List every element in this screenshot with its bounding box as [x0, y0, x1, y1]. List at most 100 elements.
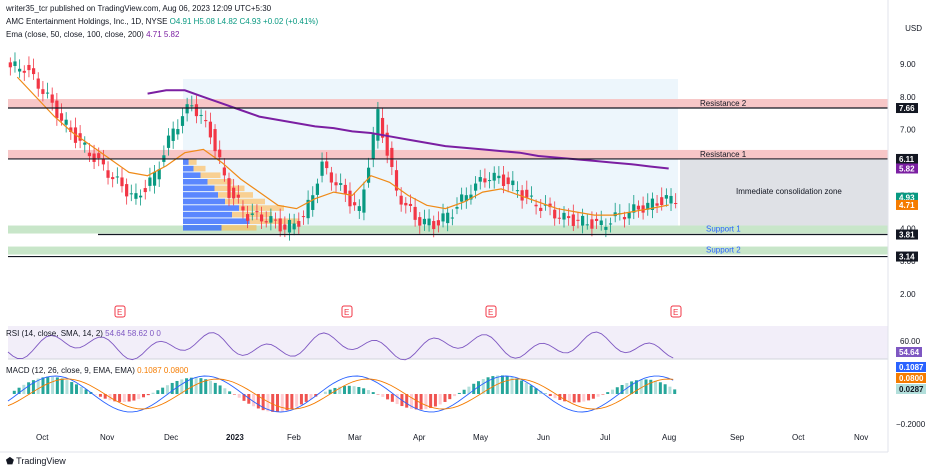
- tv-logo-icon: ⬟: [6, 456, 14, 466]
- volume-profile-bar: [221, 225, 257, 231]
- macd-histogram-bar: [113, 394, 117, 402]
- macd-histogram-bar: [553, 394, 557, 399]
- macd-histogram-bar: [649, 379, 653, 394]
- candle-body: [539, 207, 543, 212]
- candle-body: [543, 204, 547, 206]
- candle-body: [418, 217, 422, 226]
- candle-body: [45, 92, 50, 94]
- volume-profile-bar: [183, 159, 189, 165]
- macd-legend: MACD (12, 26, close, 9, EMA, EMA) 0.1087…: [6, 366, 188, 375]
- macd-histogram-bar: [467, 386, 471, 394]
- time-tick-label: Oct: [36, 433, 49, 442]
- volume-profile-bar: [200, 172, 221, 178]
- macd-histogram-bar: [70, 382, 74, 394]
- candle-body: [18, 68, 22, 72]
- macd-histogram-bar: [127, 394, 131, 402]
- price-badge-label: 3.81: [899, 231, 915, 240]
- candle-body: [129, 193, 133, 195]
- macd-histogram-bar: [161, 387, 165, 394]
- candle-body: [567, 216, 571, 219]
- price-tick-label: 3.00: [900, 257, 916, 266]
- price-badge-label: 4.93: [899, 194, 915, 203]
- volume-profile-bar: [218, 192, 253, 198]
- candle-body: [376, 109, 380, 141]
- price-tick-label: 7.00: [900, 126, 916, 135]
- candle-body: [385, 132, 389, 156]
- candle-body: [148, 177, 152, 186]
- macd-histogram-bar: [304, 394, 308, 402]
- macd-histogram-bar: [290, 394, 294, 409]
- macd-histogram-bar: [582, 394, 586, 402]
- rsi-band: [8, 326, 888, 359]
- rsi-legend: RSI (14, close, SMA, 14, 2) 54.64 58.62 …: [6, 329, 161, 338]
- candle-body: [460, 194, 464, 202]
- macd-histogram-bar: [146, 394, 150, 396]
- macd-histogram-bar: [395, 394, 399, 405]
- macd-histogram-bar: [567, 394, 571, 403]
- macd-badge-label: 0.0800: [899, 374, 924, 383]
- candle-body: [301, 216, 306, 218]
- macd-histogram-bar: [563, 394, 567, 402]
- candle-body: [441, 213, 445, 222]
- macd-histogram-bar: [443, 394, 447, 402]
- macd-histogram-bar: [658, 382, 662, 394]
- volume-profile-bar: [249, 218, 300, 224]
- candle-body: [380, 117, 385, 138]
- candle-body: [627, 212, 631, 219]
- macd-histogram-bar: [65, 380, 69, 394]
- candle-body: [97, 153, 101, 158]
- macd-histogram-bar: [51, 376, 55, 394]
- macd-histogram-bar: [606, 392, 610, 394]
- candle-body: [111, 177, 115, 180]
- candle-body: [576, 219, 580, 221]
- candle-body: [125, 184, 129, 197]
- macd-histogram-bar: [615, 387, 619, 394]
- candle-body: [455, 207, 459, 209]
- candle-body: [87, 152, 92, 157]
- macd-histogram-bar: [261, 394, 265, 411]
- time-tick-label: Aug: [662, 433, 676, 442]
- macd-histogram-bar: [433, 394, 437, 407]
- candle-body: [422, 218, 427, 225]
- macd-histogram-bar: [137, 394, 141, 400]
- macd-histogram-bar: [223, 388, 227, 394]
- consolidation-label: Immediate consolidation zone: [736, 187, 842, 196]
- macd-signal-line: [7, 378, 674, 410]
- macd-histogram-bar: [103, 394, 107, 399]
- macd-histogram-bar: [27, 382, 31, 394]
- macd-histogram-bar: [505, 375, 509, 394]
- candle-body: [241, 206, 245, 211]
- time-tick-label: May: [473, 433, 488, 442]
- macd-histogram-bar: [577, 394, 581, 403]
- volume-profile-bar: [183, 211, 232, 218]
- ema-label: Ema (close, 50, close, 100, close, 200): [6, 30, 144, 39]
- symbol-name: AMC Entertainment Holdings, Inc., 1D, NY…: [6, 17, 168, 26]
- candle-body: [334, 182, 338, 186]
- candle-body: [283, 224, 287, 230]
- support-2-band: [8, 246, 888, 255]
- macd-histogram-bar: [390, 394, 394, 402]
- candle-body: [469, 194, 473, 200]
- candle-body: [222, 167, 226, 176]
- candle-body: [478, 177, 482, 182]
- macd-histogram-bar: [338, 386, 342, 394]
- candle-body: [655, 203, 659, 206]
- macd-histogram-bar: [194, 377, 198, 394]
- candle-body: [497, 175, 501, 179]
- candle-body: [194, 104, 199, 117]
- price-tick-label: 4.00: [900, 224, 916, 233]
- time-tick-label: Jun: [537, 433, 550, 442]
- macd-badge: [896, 373, 926, 383]
- candle-body: [59, 113, 64, 121]
- macd-histogram-bar: [405, 394, 409, 408]
- macd-histogram-bar: [204, 379, 208, 394]
- candle-body: [115, 176, 119, 178]
- time-tick-label: Mar: [348, 433, 362, 442]
- earnings-event-marker: [341, 305, 353, 318]
- candle-body: [143, 188, 147, 193]
- time-tick-label: Nov: [100, 433, 114, 442]
- candle-body: [413, 206, 417, 220]
- candle-body: [511, 180, 515, 186]
- candle-body: [450, 217, 454, 219]
